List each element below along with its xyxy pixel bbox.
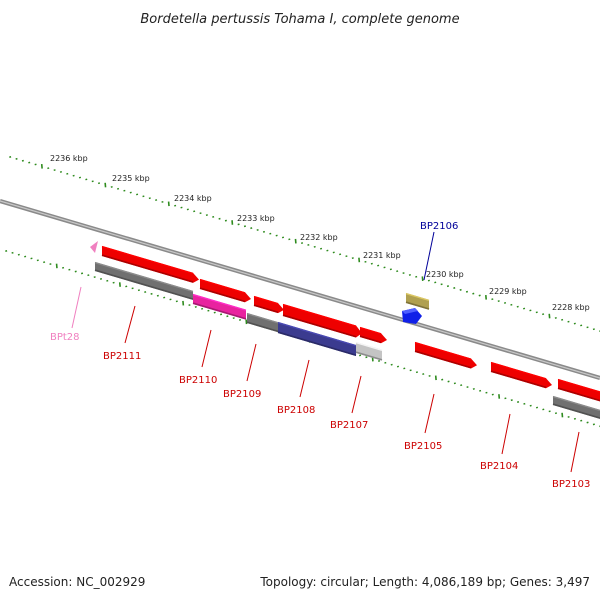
leader-line bbox=[201, 329, 212, 368]
leader-line bbox=[424, 393, 435, 434]
scale-label: 2233 kbp bbox=[237, 214, 275, 223]
feature-block bbox=[552, 395, 600, 419]
feature-block bbox=[246, 312, 279, 333]
leader-line bbox=[71, 286, 82, 329]
tick-track-lower bbox=[5, 250, 600, 428]
gene-labels: BPt28 BP2111 BP2110 BP2109 BP2108 BP2107 BP210… bbox=[50, 221, 590, 490]
scale-label: 2232 kbp bbox=[300, 233, 338, 242]
leader-line bbox=[351, 375, 362, 414]
gene-arrow bbox=[414, 341, 477, 369]
feature-block bbox=[277, 321, 357, 357]
map-title: Bordetella pertussis Tohama I, complete … bbox=[140, 12, 459, 27]
scale-label: 2230 kbp bbox=[426, 270, 464, 279]
feature-block bbox=[405, 292, 430, 310]
leader-line bbox=[246, 343, 257, 382]
leader-line bbox=[423, 231, 435, 281]
gene-arrow bbox=[490, 361, 552, 389]
gene-arrow bbox=[359, 326, 387, 344]
gene-arrow bbox=[557, 378, 600, 402]
gene-arrow bbox=[282, 303, 362, 338]
gene-leader-lines bbox=[71, 231, 580, 473]
gene-label[interactable]: BP2107 bbox=[330, 420, 368, 431]
gene-label[interactable]: BP2108 bbox=[277, 405, 315, 416]
gene-arrow bbox=[101, 245, 199, 283]
tick-track-upper bbox=[9, 156, 600, 332]
scale-labels: 2236 kbp 2235 kbp 2234 kbp 2233 kbp 2232 kbp… bbox=[50, 154, 590, 312]
feature-blocks bbox=[94, 261, 600, 419]
scale-label: 2229 kbp bbox=[489, 287, 527, 296]
accession-text: Accession: NC_002929 bbox=[9, 575, 145, 589]
leader-line bbox=[570, 431, 580, 473]
leader-line bbox=[299, 359, 310, 398]
genome-backbone bbox=[0, 198, 600, 381]
gene-arrow-bpt28 bbox=[90, 241, 98, 253]
gene-label[interactable]: BP2111 bbox=[103, 351, 141, 362]
leader-line bbox=[501, 413, 511, 455]
gene-arrow bbox=[199, 278, 251, 303]
leader-line bbox=[124, 305, 136, 344]
scale-label: 2234 kbp bbox=[174, 194, 212, 203]
feature-block bbox=[355, 341, 383, 361]
feature-block bbox=[94, 261, 194, 300]
gene-label[interactable]: BP2106 bbox=[420, 221, 458, 232]
feature-block bbox=[192, 293, 247, 320]
scale-label: 2236 kbp bbox=[50, 154, 88, 163]
gene-arrows bbox=[90, 241, 600, 402]
scale-label: 2231 kbp bbox=[363, 251, 401, 260]
gene-label[interactable]: BP2104 bbox=[480, 461, 518, 472]
gene-label[interactable]: BPt28 bbox=[50, 332, 80, 343]
backbone-highlight bbox=[0, 200, 600, 379]
gene-arrow bbox=[253, 295, 284, 314]
genome-summary-text: Topology: circular; Length: 4,086,189 bp… bbox=[259, 575, 590, 589]
scale-label: 2228 kbp bbox=[552, 303, 590, 312]
gene-label[interactable]: BP2109 bbox=[223, 389, 261, 400]
gene-label[interactable]: BP2105 bbox=[404, 441, 442, 452]
gene-arrow-bp2106 bbox=[402, 308, 422, 324]
gene-label[interactable]: BP2110 bbox=[179, 375, 217, 386]
gene-label[interactable]: BP2103 bbox=[552, 479, 590, 490]
scale-label: 2235 kbp bbox=[112, 174, 150, 183]
